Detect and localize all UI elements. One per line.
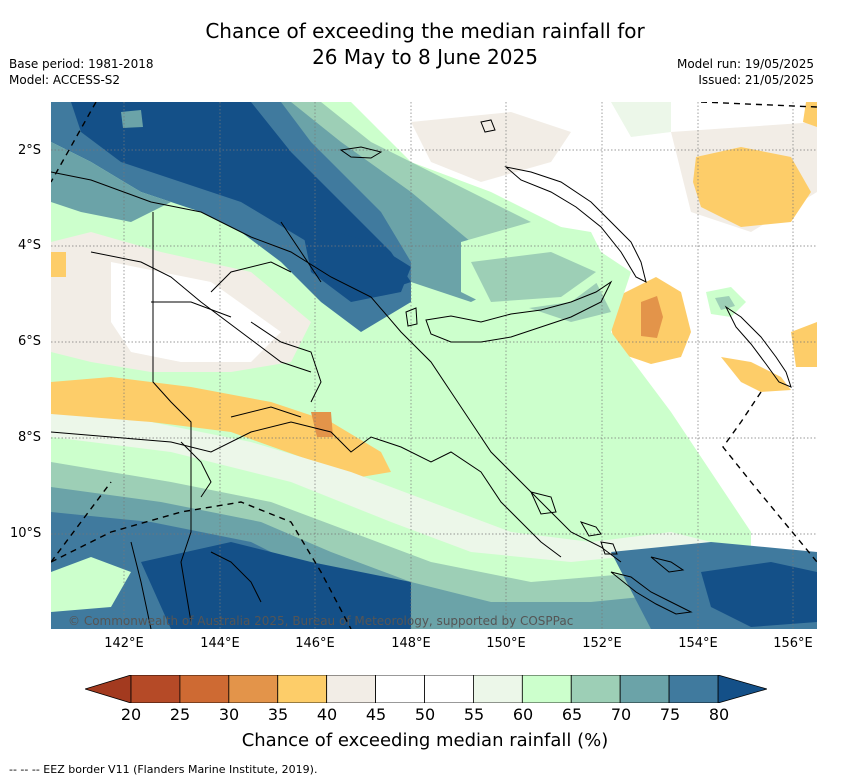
region-palegreen-ne bbox=[611, 102, 671, 137]
lat-label-6s: 6°S bbox=[18, 334, 42, 349]
colorbar-cell-65 bbox=[570, 674, 621, 704]
model-name: Model: ACCESS-S2 bbox=[9, 73, 121, 87]
base-period: Base period: 1981-2018 bbox=[9, 57, 154, 71]
cb-tick-35: 35 bbox=[267, 705, 289, 724]
cb-tick-70: 70 bbox=[610, 705, 632, 724]
rainfall-map bbox=[51, 102, 817, 629]
region-teal-nb bbox=[471, 252, 596, 302]
copyright-notice: © Commonwealth of Australia 2025, Bureau… bbox=[68, 614, 574, 628]
region-teal-ne-spot bbox=[715, 296, 735, 310]
model-run: Model run: 19/05/2025 bbox=[676, 57, 814, 71]
region-dark-orange-ni bbox=[641, 296, 663, 338]
colorbar-cell-40 bbox=[326, 674, 376, 704]
region-teal-spot-n bbox=[121, 110, 143, 128]
region-teal-nw-rim bbox=[51, 142, 171, 222]
colorbar-cell-55 bbox=[473, 674, 523, 704]
cb-tick-50: 50 bbox=[414, 705, 436, 724]
lon-label-156e: 156°E bbox=[773, 636, 813, 651]
region-deepblue-c bbox=[301, 222, 411, 302]
colorbar-cell-30 bbox=[228, 674, 279, 704]
colorbar-cell-45 bbox=[375, 674, 425, 704]
meta-right: Model run: 19/05/2025 Issued: 21/05/2025 bbox=[677, 56, 814, 88]
lat-label-4s: 4°S bbox=[18, 238, 42, 253]
lon-label-146e: 146°E bbox=[295, 636, 335, 651]
cb-tick-30: 30 bbox=[218, 705, 240, 724]
eez-legend: -- -- -- EEZ border V11 (Flanders Marine… bbox=[9, 763, 318, 776]
colorbar-cell-50 bbox=[424, 674, 474, 704]
lat-label-2s: 2°S bbox=[18, 143, 42, 158]
colorbar-cell-35 bbox=[277, 674, 328, 704]
colorbar-cell-75 bbox=[668, 674, 719, 704]
lon-label-154e: 154°E bbox=[678, 636, 718, 651]
lon-label-152e: 152°E bbox=[582, 636, 622, 651]
cb-tick-65: 65 bbox=[561, 705, 583, 724]
region-orange-e bbox=[791, 322, 817, 367]
region-beige-ne bbox=[411, 112, 571, 182]
colorbar-cell-25 bbox=[179, 674, 230, 704]
colorbar-label: Chance of exceeding median rainfall (%) bbox=[241, 730, 609, 751]
lat-label-8s: 8°S bbox=[18, 430, 42, 445]
coastlines bbox=[51, 119, 792, 629]
cb-tick-55: 55 bbox=[463, 705, 485, 724]
region-deepblue-se bbox=[701, 562, 817, 627]
title-line-2: 26 May to 8 June 2025 bbox=[312, 45, 538, 69]
region-orange-s bbox=[51, 377, 391, 477]
lat-label-10s: 10°S bbox=[10, 526, 42, 541]
issued-date: Issued: 21/05/2025 bbox=[698, 73, 814, 87]
map-title: Chance of exceeding the median rainfall … bbox=[0, 18, 850, 70]
cb-tick-40: 40 bbox=[316, 705, 338, 724]
cb-tick-60: 60 bbox=[512, 705, 534, 724]
meta-left: Base period: 1981-2018 Model: ACCESS-S2 bbox=[9, 56, 154, 88]
colorbar-cell-20 bbox=[130, 674, 181, 704]
region-orange-ne-tip bbox=[721, 357, 791, 392]
region-green-sw bbox=[51, 557, 131, 612]
lon-label-144e: 144°E bbox=[200, 636, 240, 651]
lon-label-148e: 148°E bbox=[391, 636, 431, 651]
cb-tick-20: 20 bbox=[120, 705, 142, 724]
cb-tick-80: 80 bbox=[708, 705, 730, 724]
colorbar-cell-70 bbox=[619, 674, 670, 704]
lon-label-150e: 150°E bbox=[486, 636, 526, 651]
cb-tick-75: 75 bbox=[659, 705, 681, 724]
lon-label-142e: 142°E bbox=[104, 636, 144, 651]
title-line-1: Chance of exceeding the median rainfall … bbox=[205, 19, 645, 43]
region-orange-right bbox=[803, 102, 817, 127]
cb-tick-25: 25 bbox=[169, 705, 191, 724]
colorbar-cell-60 bbox=[521, 674, 572, 704]
region-orange-w-patch bbox=[51, 252, 66, 277]
colorbar-under-arrow bbox=[83, 674, 132, 704]
colorbar-over-arrow bbox=[717, 674, 769, 704]
colorbar bbox=[83, 674, 769, 704]
cb-tick-45: 45 bbox=[365, 705, 387, 724]
region-orange-ne bbox=[693, 147, 811, 227]
eez-borders bbox=[51, 102, 817, 629]
region-deepblue-s bbox=[141, 542, 411, 629]
